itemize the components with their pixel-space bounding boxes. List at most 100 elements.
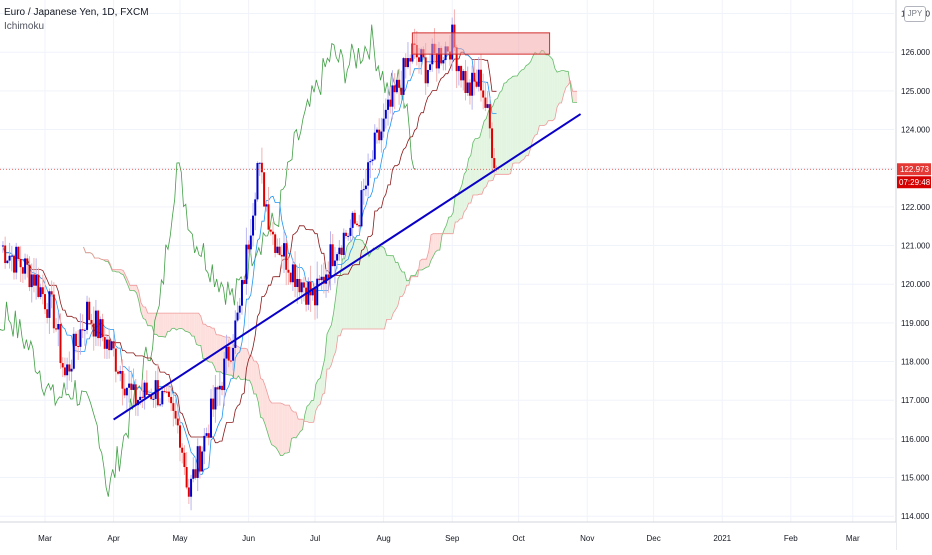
candle-body <box>272 232 274 235</box>
candle-body <box>241 280 243 306</box>
candle-body <box>469 83 471 96</box>
candle-body <box>372 159 374 161</box>
indicator-label[interactable]: Ichimoku <box>4 20 149 34</box>
candle-body <box>305 288 307 305</box>
cloud-segment <box>528 62 530 156</box>
candle-body <box>405 58 407 67</box>
candle-body <box>292 264 294 282</box>
cloud-segment <box>522 69 524 160</box>
price-axis[interactable] <box>896 0 932 550</box>
cloud-segment <box>548 55 550 121</box>
candle-body <box>489 104 491 128</box>
candle-body <box>389 100 391 107</box>
candle-body <box>106 340 108 349</box>
x-tick-label: Apr <box>107 534 120 543</box>
symbol-title[interactable]: Euro / Japanese Yen, 1D, FXCM <box>4 6 149 20</box>
cloud-segment <box>573 91 575 102</box>
cloud-segment <box>526 64 528 155</box>
candle-body <box>349 228 351 236</box>
candle[interactable] <box>17 246 19 261</box>
y-tick-label: 118.000 <box>901 358 930 367</box>
candle-body <box>192 469 194 479</box>
candle-body <box>493 158 495 168</box>
candle[interactable] <box>161 388 163 406</box>
cloud-segment <box>163 313 165 337</box>
cloud-segment <box>272 403 274 446</box>
y-tick-label: 116.000 <box>901 435 930 444</box>
candle-body <box>360 190 362 226</box>
cloud-segment <box>539 50 541 125</box>
candle-body <box>367 162 369 185</box>
candle-body <box>157 380 159 405</box>
candle[interactable] <box>343 228 345 259</box>
currency-button[interactable]: JPY <box>904 6 926 22</box>
candle-body <box>42 287 44 294</box>
candle-body <box>110 341 112 350</box>
cloud-segment <box>358 240 360 329</box>
cloud-segment <box>236 345 238 379</box>
cloud-segment <box>150 313 152 326</box>
candle-body <box>380 132 382 141</box>
candle-body <box>316 279 318 306</box>
candle-body <box>480 70 482 91</box>
candle-body <box>71 369 73 372</box>
candle-body <box>487 104 489 108</box>
candle-body <box>11 256 13 257</box>
candle[interactable] <box>263 172 265 207</box>
cloud-segment <box>464 171 466 212</box>
x-tick-label: Mar <box>846 534 860 543</box>
candle-body <box>24 258 26 273</box>
cloud-segment <box>157 313 159 336</box>
cloud-segment <box>533 52 535 139</box>
candle-body <box>161 391 163 404</box>
candle-body <box>121 371 123 389</box>
cloud-segment <box>504 83 506 175</box>
candle-body <box>53 294 55 328</box>
candle-body <box>75 334 77 346</box>
cloud-segment <box>243 348 245 379</box>
candle-body <box>217 387 219 389</box>
candle-body <box>90 320 92 324</box>
candle-body <box>274 234 276 253</box>
candle-body <box>73 334 75 369</box>
candle[interactable] <box>396 80 398 94</box>
cloud-segment <box>524 66 526 160</box>
candle-body <box>341 248 343 255</box>
candle-body <box>228 347 230 361</box>
x-tick-label: Mar <box>38 534 52 543</box>
candle-body <box>4 245 6 263</box>
cloud-segment <box>449 217 451 234</box>
candle-body <box>135 384 137 405</box>
candle-body <box>186 467 188 487</box>
candle-body <box>190 479 192 497</box>
candle-body <box>290 273 292 283</box>
cloud-segment <box>130 285 132 290</box>
candle-body <box>299 279 301 292</box>
resistance-zone[interactable] <box>412 33 549 54</box>
chart-legend: Euro / Japanese Yen, 1D, FXCM Ichimoku <box>4 6 149 34</box>
candle-body <box>144 383 146 398</box>
candle-body <box>64 367 66 375</box>
candle-body <box>301 282 303 292</box>
candle-body <box>268 204 270 229</box>
candle-body <box>407 58 409 67</box>
candle-body <box>59 324 61 363</box>
candle-body <box>400 88 402 95</box>
candle-body <box>166 392 168 393</box>
cloud-segment <box>407 281 409 286</box>
cloud-segment <box>362 241 364 329</box>
candle-body <box>281 255 283 257</box>
candle-body <box>84 330 86 331</box>
candle-body <box>66 364 68 375</box>
candle-body <box>310 282 312 296</box>
cloud-segment <box>544 51 546 126</box>
candle-body <box>265 204 267 206</box>
candle-body <box>104 337 106 349</box>
cloud-segment <box>278 403 280 456</box>
candle-body <box>99 319 101 338</box>
candle-body <box>254 199 256 215</box>
candle[interactable] <box>256 161 258 201</box>
y-tick-label: 119.000 <box>901 319 930 328</box>
